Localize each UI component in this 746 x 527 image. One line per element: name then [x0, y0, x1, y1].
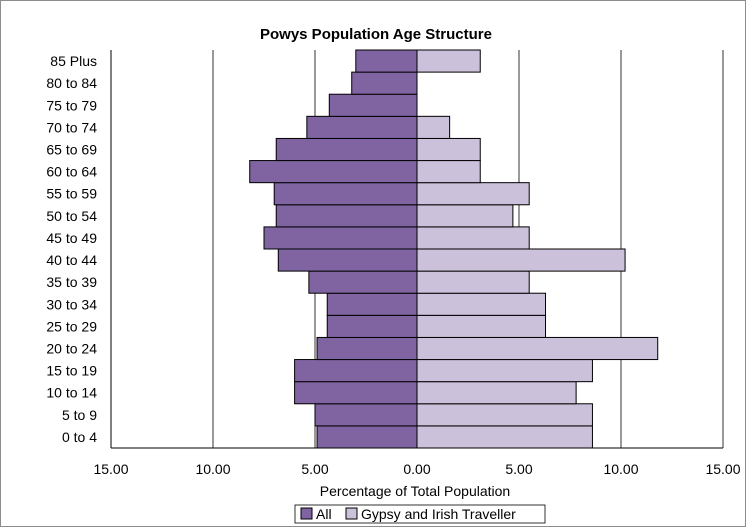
- x-tick-label: 5.00: [505, 461, 532, 477]
- bar-all-16: [351, 71, 418, 95]
- x-tick-label: 10.00: [603, 461, 638, 477]
- bar-all-2: [294, 381, 418, 405]
- bar-all-12: [249, 160, 418, 184]
- legend-label-0: All: [316, 506, 332, 522]
- bar-traveller-7: [416, 270, 530, 294]
- y-tick-label: 5 to 9: [62, 407, 97, 423]
- x-axis-tick-labels: 15.00 10.00 5.00 0.00 5.00 10.00 15.00: [93, 461, 740, 477]
- y-tick-label: 60 to 64: [46, 164, 97, 180]
- bar-all-13: [275, 137, 418, 162]
- bar-all-9: [263, 226, 418, 250]
- bar-traveller-1: [416, 403, 593, 427]
- bars: [249, 49, 659, 449]
- y-tick-label: 75 to 79: [46, 97, 97, 113]
- x-tick-label: 15.00: [705, 461, 740, 477]
- legend: All Gypsy and Irish Traveller: [294, 504, 546, 524]
- y-tick-label: 25 to 29: [46, 318, 97, 334]
- bar-all-3: [294, 359, 418, 383]
- x-tick-label: 15.00: [93, 461, 128, 477]
- bar-all-17: [355, 49, 418, 73]
- bar-all-7: [308, 270, 418, 294]
- chart-title: Powys Population Age Structure: [260, 26, 492, 43]
- y-tick-label: 70 to 74: [46, 119, 97, 135]
- bar-traveller-13: [416, 137, 481, 162]
- bar-traveller-11: [416, 182, 530, 206]
- bar-all-4: [316, 336, 418, 361]
- bar-traveller-6: [416, 292, 547, 316]
- x-tick-label: 10.00: [195, 461, 230, 477]
- bar-all-15: [328, 93, 418, 117]
- bar-all-6: [326, 292, 418, 316]
- bar-traveller-17: [416, 49, 481, 73]
- bar-all-8: [277, 248, 418, 272]
- y-tick-label: 40 to 44: [46, 252, 97, 268]
- y-tick-label: 65 to 69: [46, 142, 97, 158]
- bar-all-14: [306, 115, 418, 139]
- x-axis-title: Percentage of Total Population: [320, 483, 510, 499]
- x-tick-label: 5.00: [301, 461, 328, 477]
- bar-traveller-14: [416, 115, 451, 139]
- bar-traveller-8: [416, 248, 626, 272]
- y-tick-label: 15 to 19: [46, 363, 97, 379]
- y-tick-label: 20 to 24: [46, 341, 97, 357]
- legend-swatch-0: [300, 507, 313, 520]
- bar-all-10: [275, 204, 418, 228]
- bar-traveller-5: [416, 314, 547, 338]
- bar-all-1: [314, 403, 418, 427]
- bar-traveller-12: [416, 160, 481, 184]
- y-tick-label: 55 to 59: [46, 186, 97, 202]
- y-tick-label: 80 to 84: [46, 75, 97, 91]
- bar-all-5: [326, 314, 418, 338]
- y-tick-label: 35 to 39: [46, 274, 97, 290]
- y-axis-tick-labels: 0 to 4 5 to 9 10 to 14 15 to 19 20 to 24 25 t…: [46, 53, 97, 445]
- y-tick-label: 10 to 14: [46, 385, 97, 401]
- y-tick-label: 30 to 34: [46, 296, 97, 312]
- bar-traveller-0: [416, 425, 593, 449]
- bar-all-0: [316, 425, 418, 449]
- y-tick-label: 45 to 49: [46, 230, 97, 246]
- bar-traveller-9: [416, 226, 530, 250]
- y-tick-label: 0 to 4: [62, 429, 97, 445]
- bar-traveller-2: [416, 381, 577, 405]
- bar-traveller-4: [416, 336, 659, 361]
- legend-label-1: Gypsy and Irish Traveller: [361, 506, 516, 522]
- y-tick-label: 50 to 54: [46, 208, 97, 224]
- bar-traveller-10: [416, 204, 514, 228]
- legend-swatch-1: [345, 507, 358, 520]
- x-tick-label: 0.00: [403, 461, 430, 477]
- bar-traveller-3: [416, 359, 593, 383]
- bar-all-11: [273, 182, 418, 206]
- y-tick-label: 85 Plus: [50, 53, 97, 69]
